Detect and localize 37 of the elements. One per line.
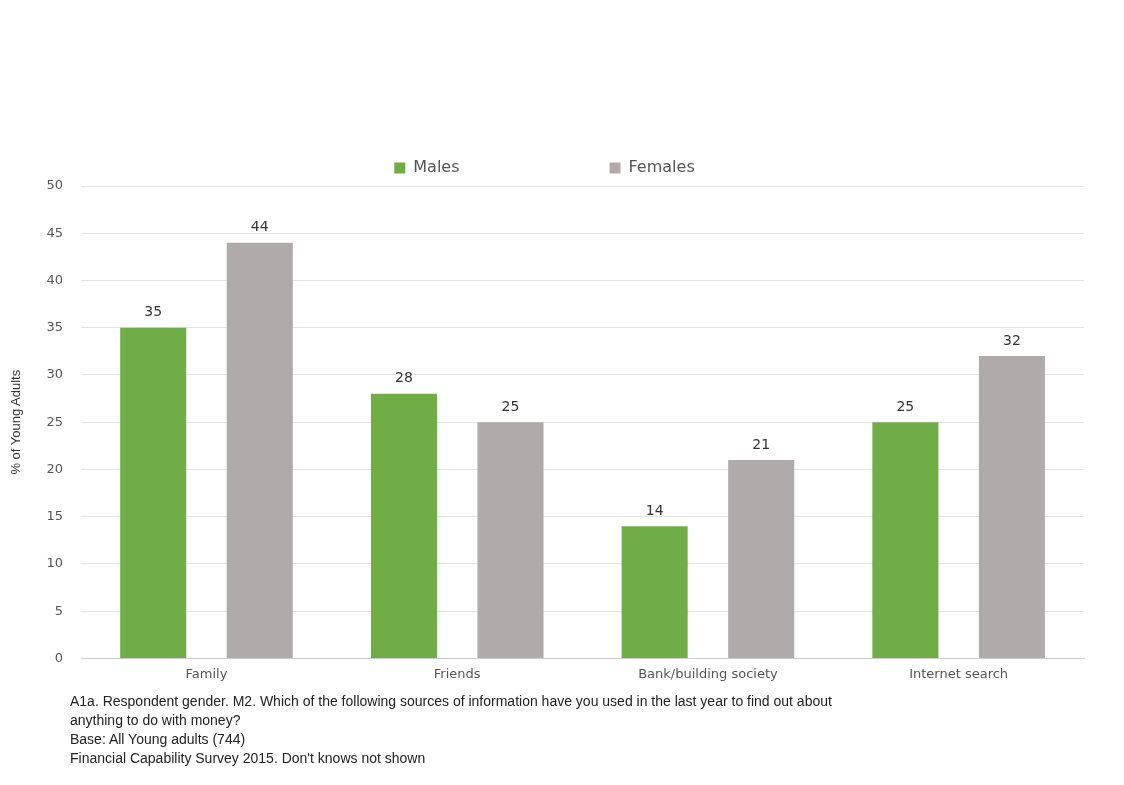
y-tick-label: 15 [46, 508, 64, 524]
y-tick-label: 20 [46, 460, 64, 476]
data-label: 21 [752, 435, 771, 452]
y-tick-label: 5 [54, 602, 64, 618]
bar [226, 242, 293, 658]
y-tick-label: 30 [46, 366, 64, 382]
y-tick-label: 0 [54, 649, 64, 665]
data-label: 35 [144, 303, 163, 320]
x-tick-label: Bank/building society [638, 665, 778, 681]
bar [978, 356, 1045, 658]
data-label: 44 [250, 218, 269, 235]
text: A1a. Respondent gender. M2. Which of the following sources of information have you used in the last year to find out about anything to do with money? [70, 692, 833, 730]
text: Financial Capability Survey 2015. Don't knows not shown [70, 749, 427, 768]
y-tick-label: 25 [46, 413, 64, 429]
data-label: 28 [395, 369, 413, 386]
y-tick-label: 10 [46, 555, 64, 571]
x-tick-label: Friends [433, 665, 481, 681]
y-axis-title: % of Young Adults [8, 369, 24, 475]
bar [621, 526, 688, 658]
bar [872, 422, 939, 658]
data-label: 25 [896, 397, 915, 414]
bar [370, 393, 437, 658]
data-label: 32 [1003, 331, 1021, 348]
y-tick-label: 45 [46, 224, 64, 240]
legend-label: Males [413, 157, 460, 177]
bar [120, 327, 187, 658]
y-tick-label: 40 [46, 271, 64, 287]
x-tick-label: Family [185, 665, 228, 681]
x-tick-label: Internet search [909, 665, 1009, 681]
bar [477, 422, 544, 658]
data-label: 25 [501, 397, 520, 414]
y-tick-label: 35 [46, 319, 64, 335]
y-tick-label: 50 [46, 177, 64, 193]
bar [728, 459, 795, 658]
text: Base: All Young adults (744) [70, 730, 247, 749]
data-label: 14 [645, 501, 664, 518]
legend-label: Females [628, 157, 695, 177]
